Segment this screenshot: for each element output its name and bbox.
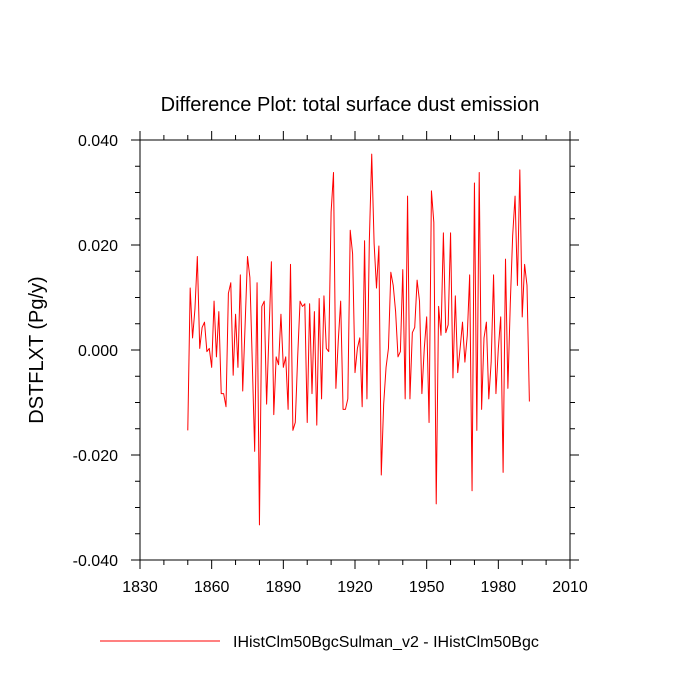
x-tick-label: 2010 [552, 579, 588, 596]
x-tick-label: 1980 [481, 579, 517, 596]
series-line [187, 153, 530, 526]
y-tick-label: -0.020 [73, 448, 118, 465]
axis-tick-labels: 1830 1860 1890 1920 1950 1980 2010 -0.040 -0.020… [73, 133, 588, 596]
y-tick-label: 0.000 [78, 343, 118, 360]
legend-label: IHistClm50BgcSulman_v2 - IHistClm50Bgc [233, 634, 539, 651]
x-tick-label: 1950 [409, 579, 445, 596]
legend: IHistClm50BgcSulman_v2 - IHistClm50Bgc [100, 634, 539, 651]
x-tick-label: 1890 [266, 579, 302, 596]
x-tick-label: 1920 [337, 579, 373, 596]
y-axis-label: DSTFLXT (Pg/y) [26, 276, 48, 423]
y-tick-label: 0.020 [78, 238, 118, 255]
chart-title: Difference Plot: total surface dust emis… [161, 94, 540, 116]
x-tick-label: 1830 [122, 579, 158, 596]
y-tick-label: 0.040 [78, 133, 118, 150]
axis-ticks [131, 131, 579, 569]
y-tick-label: -0.040 [73, 553, 118, 570]
x-tick-label: 1860 [194, 579, 230, 596]
plot-lines [187, 153, 530, 526]
plot-frame [139, 139, 571, 561]
